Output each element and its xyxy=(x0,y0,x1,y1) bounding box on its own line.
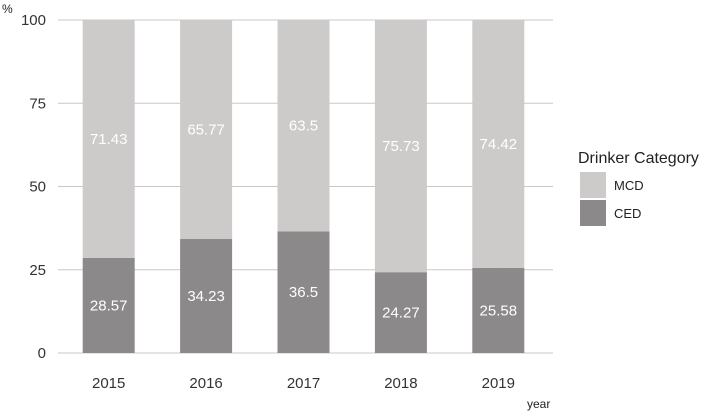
x-axis-label: year xyxy=(527,397,550,411)
bar-mcd-2015 xyxy=(82,20,135,258)
y-axis-ticks: 0 25 50 75 100 xyxy=(21,12,46,362)
legend: Drinker Category MCD CED xyxy=(578,150,699,226)
bar-ced-2017 xyxy=(277,231,330,353)
bar-label-mcd-2017: 63.5 xyxy=(289,118,318,135)
bar-mcd-2016 xyxy=(180,20,233,240)
bar-label-mcd-2018: 75.73 xyxy=(382,138,420,155)
bar-ced-2018 xyxy=(374,272,427,353)
legend-swatch-mcd xyxy=(580,172,606,198)
bar-label-mcd-2015: 71.43 xyxy=(90,131,128,148)
bar-label-mcd-2019: 74.42 xyxy=(480,136,518,153)
bar-mcd-2017 xyxy=(277,20,330,232)
bar-value-labels: 28.57 71.43 34.23 65.77 36.5 63.5 24.27 75.73 25… xyxy=(90,118,517,322)
legend-title: Drinker Category xyxy=(578,150,699,167)
x-tick-label-2017: 2017 xyxy=(287,375,320,392)
y-tick-label-100: 100 xyxy=(21,12,46,29)
bar-ced-2016 xyxy=(180,239,233,353)
bar-label-ced-2016: 34.23 xyxy=(187,288,225,305)
bar-ced-2015 xyxy=(82,257,135,353)
y-tick-label-25: 25 xyxy=(29,262,46,279)
legend-swatch-ced xyxy=(580,200,606,226)
legend-label-ced: CED xyxy=(614,206,641,221)
bar-label-ced-2017: 36.5 xyxy=(289,284,318,301)
x-tick-label-2018: 2018 xyxy=(384,375,417,392)
y-tick-label-50: 50 xyxy=(29,179,46,196)
bar-label-ced-2015: 28.57 xyxy=(90,297,128,314)
y-tick-label-0: 0 xyxy=(38,345,46,362)
bar-label-mcd-2016: 65.77 xyxy=(187,122,225,139)
x-axis-ticks: 2015 2016 2017 2018 2019 xyxy=(92,375,515,392)
x-tick-label-2015: 2015 xyxy=(92,375,125,392)
x-tick-label-2016: 2016 xyxy=(189,375,222,392)
bar-mcd-2018 xyxy=(374,20,427,273)
bar-mcd-2019 xyxy=(472,20,525,268)
bar-label-ced-2018: 24.27 xyxy=(382,305,420,322)
y-tick-label-75: 75 xyxy=(29,95,46,112)
y-axis-label: % xyxy=(2,2,13,16)
bars xyxy=(82,20,525,353)
x-tick-label-2019: 2019 xyxy=(482,375,515,392)
bar-ced-2019 xyxy=(472,267,525,353)
legend-label-mcd: MCD xyxy=(614,178,644,193)
bar-label-ced-2019: 25.58 xyxy=(480,302,518,319)
